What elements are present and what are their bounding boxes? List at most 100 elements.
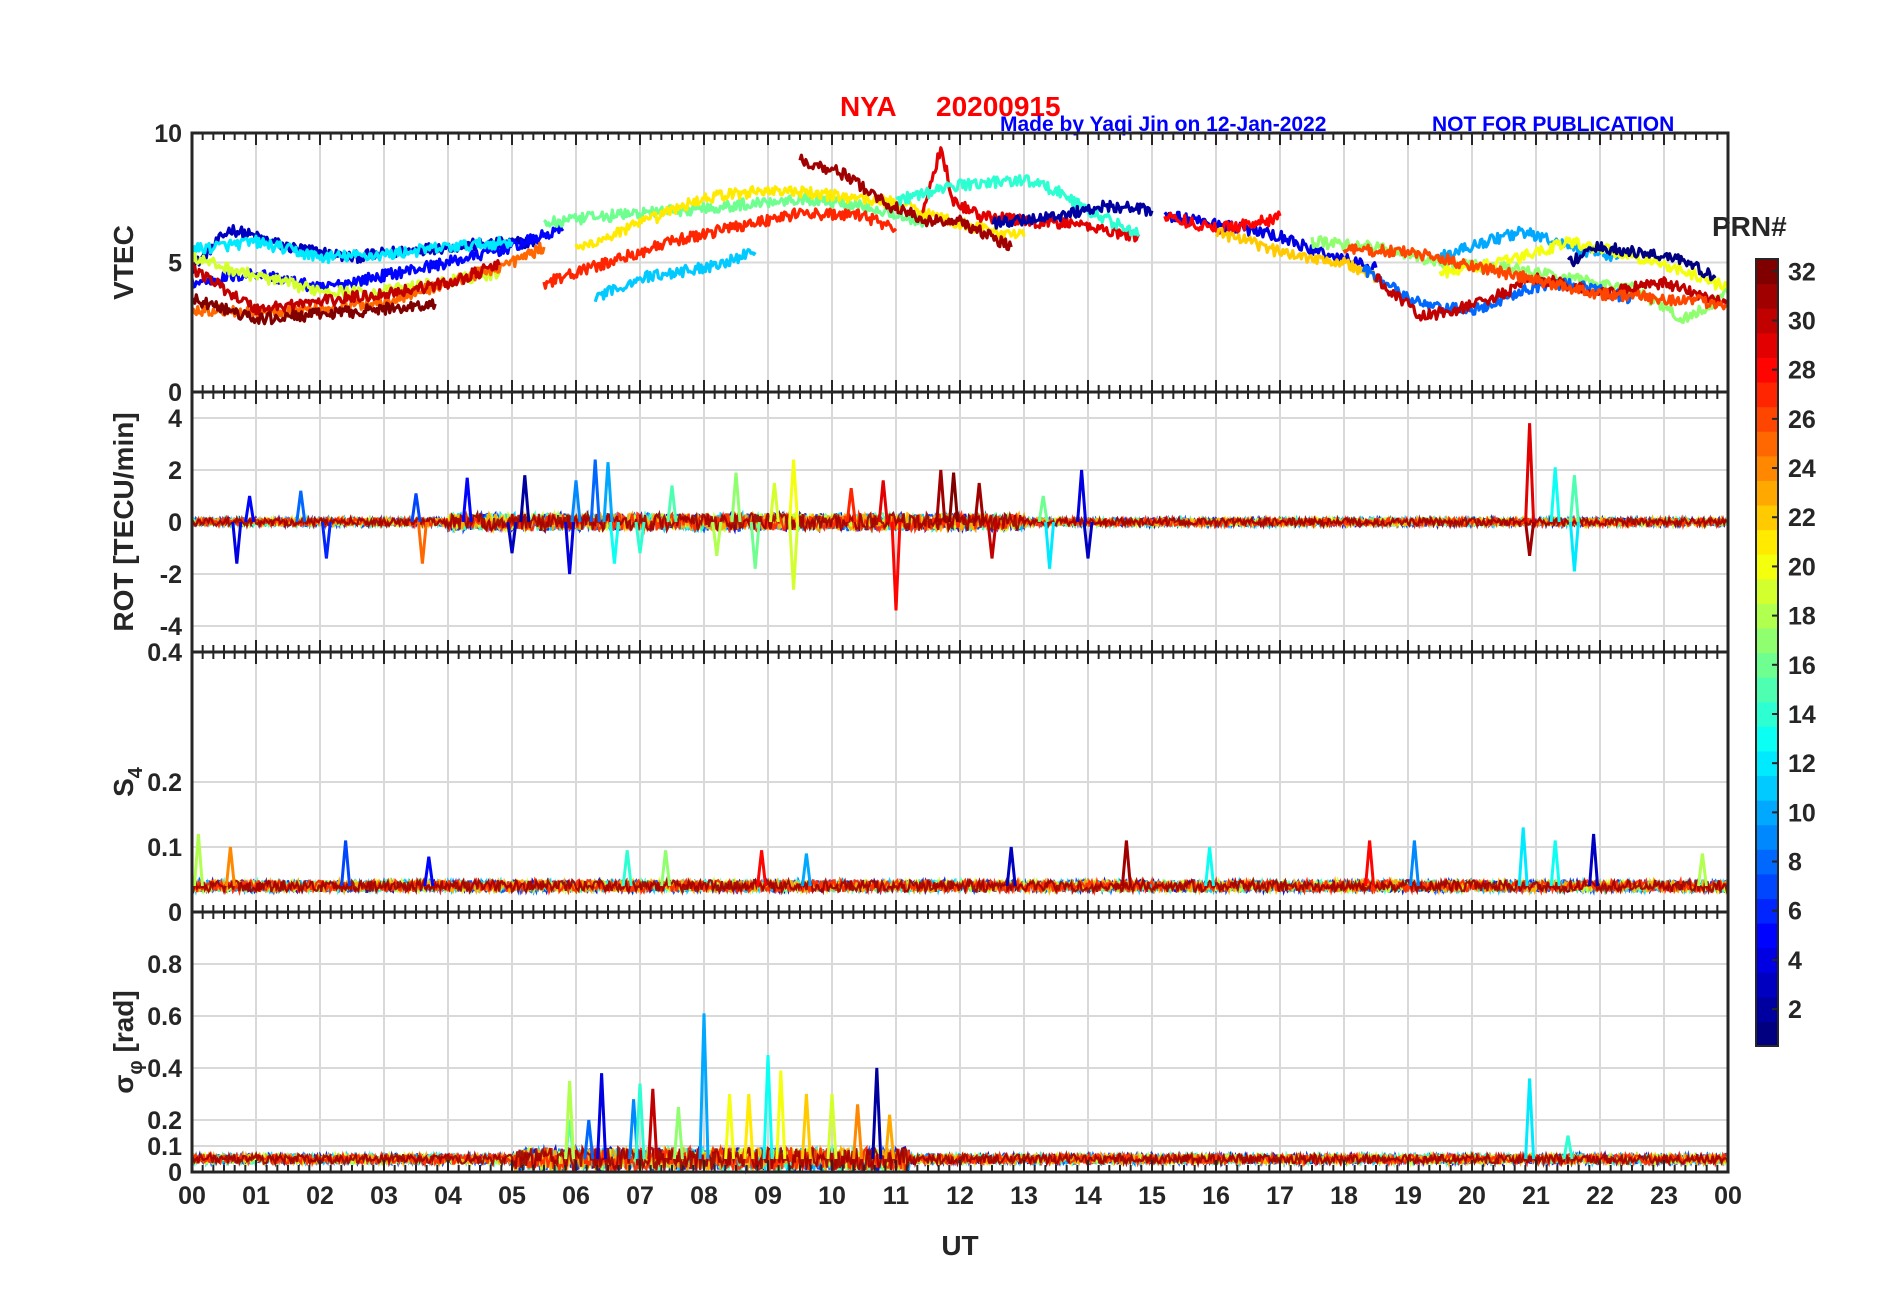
y-tick-label: 10 <box>154 120 182 148</box>
noise-trace <box>191 1143 1730 1174</box>
y-tick-label: 0.1 <box>147 834 182 862</box>
spike-mark <box>730 472 742 523</box>
series-line-prn <box>593 248 757 303</box>
x-tick-label: 17 <box>1266 1182 1294 1210</box>
spike-mark <box>800 853 812 887</box>
x-tick-label: 05 <box>498 1182 526 1210</box>
spike-mark <box>1044 521 1056 569</box>
colorbar-tick-label: 26 <box>1788 406 1816 434</box>
series-group <box>190 146 1730 326</box>
spike-mark <box>1549 467 1561 523</box>
colorbar-swatch <box>1756 947 1778 973</box>
spike-mark <box>1524 521 1536 556</box>
spike-mark <box>973 482 985 523</box>
spike-mark <box>884 1114 896 1160</box>
spike-mark <box>1005 846 1017 887</box>
colorbar-tick-label: 18 <box>1788 603 1816 631</box>
spike-mark <box>1204 846 1216 887</box>
colorbar-swatch <box>1756 504 1778 531</box>
y-tick-label: 0 <box>168 899 182 927</box>
panel-rot: -4 -2 0 2 4 ROT [TECU/min] <box>108 390 1730 654</box>
spike-mark <box>711 521 723 556</box>
spike-mark <box>743 1093 755 1160</box>
x-tick-label: 22 <box>1586 1182 1614 1210</box>
colorbar-swatch <box>1756 529 1778 555</box>
colorbar-swatch <box>1756 726 1778 752</box>
spike-mark <box>295 490 307 523</box>
spike-mark <box>1517 827 1529 887</box>
spike-mark <box>948 472 960 523</box>
series-group <box>190 827 1730 897</box>
colorbar-swatch <box>1756 332 1778 358</box>
x-tick-label: 15 <box>1138 1182 1166 1210</box>
title-date: 20200915 <box>936 91 1061 122</box>
colorbar-title: PRN# <box>1712 211 1787 242</box>
spike-mark <box>1549 840 1561 887</box>
colorbar-swatch <box>1756 431 1778 457</box>
colorbar-swatch <box>1756 750 1778 777</box>
spike-mark <box>634 521 646 554</box>
spike-mark <box>871 1067 883 1160</box>
colorbar-swatch <box>1756 578 1778 604</box>
x-tick-label: 21 <box>1522 1182 1550 1210</box>
spike-mark <box>244 495 256 523</box>
colorbar-swatch <box>1756 996 1778 1023</box>
spike-mark <box>461 477 473 523</box>
spike-mark <box>724 1093 736 1160</box>
spike-mark <box>608 521 620 564</box>
colorbar-swatch <box>1756 283 1778 309</box>
spike-mark <box>410 493 422 523</box>
colorbar-tick-label: 14 <box>1788 701 1816 729</box>
y-tick-label: 0.6 <box>147 1003 182 1031</box>
y-tick-label: 0 <box>168 379 182 407</box>
y-tick-label: 0.4 <box>147 639 182 667</box>
y-tick-label: 0.4 <box>147 1055 182 1083</box>
spike-mark <box>877 480 889 523</box>
spike-mark <box>756 850 768 887</box>
series-line-prn <box>191 293 437 326</box>
spike-mark <box>1037 495 1049 523</box>
colorbar-tick-label: 6 <box>1788 898 1802 926</box>
colorbar-swatch <box>1756 873 1778 900</box>
spike-mark <box>986 521 998 559</box>
spike-mark <box>192 833 204 887</box>
spike-mark <box>788 459 800 523</box>
x-tick-label: 12 <box>946 1182 974 1210</box>
y-axis-label: S4 <box>108 766 147 797</box>
x-tick-label: 00 <box>178 1182 206 1210</box>
spike-mark <box>506 521 518 554</box>
spike-mark <box>660 850 672 887</box>
x-tick-label: 10 <box>818 1182 846 1210</box>
colorbar-swatch <box>1756 554 1778 580</box>
colorbar-tick-label: 20 <box>1788 553 1816 581</box>
y-tick-label: 5 <box>168 250 182 278</box>
x-tick-label: 09 <box>754 1182 782 1210</box>
spike-mark <box>583 1119 595 1160</box>
spike-mark <box>634 1083 646 1160</box>
y-tick-label: -2 <box>160 561 182 589</box>
colorbar-swatch <box>1756 603 1778 629</box>
colorbar-swatch <box>1756 357 1778 383</box>
x-tick-label: 07 <box>626 1182 654 1210</box>
series-group <box>190 423 1729 611</box>
colorbar-tick-label: 16 <box>1788 652 1816 680</box>
y-tick-label: 0 <box>168 509 182 537</box>
colorbar-tick-label: 8 <box>1788 849 1802 877</box>
noise-trace <box>190 875 1730 896</box>
colorbar-swatch <box>1756 308 1778 334</box>
x-axis: 00 01 02 03 04 05 06 07 08 09 10 11 12 13 14 15 16 17 18 19… <box>178 1182 1742 1210</box>
spike-mark <box>1524 423 1536 523</box>
spike-mark <box>666 485 678 523</box>
colorbar-swatch <box>1756 455 1778 481</box>
series-line-prn <box>991 199 1154 230</box>
panel-vtec: 0 5 10 VTEC <box>108 120 1730 407</box>
colorbar-tick-label: 24 <box>1788 455 1816 483</box>
spike-mark <box>564 521 576 575</box>
y-tick-label: 2 <box>168 457 182 485</box>
spike-mark <box>775 1070 787 1160</box>
series-line-prn <box>1567 240 1717 282</box>
colorbar-tick-label: 22 <box>1788 504 1816 532</box>
